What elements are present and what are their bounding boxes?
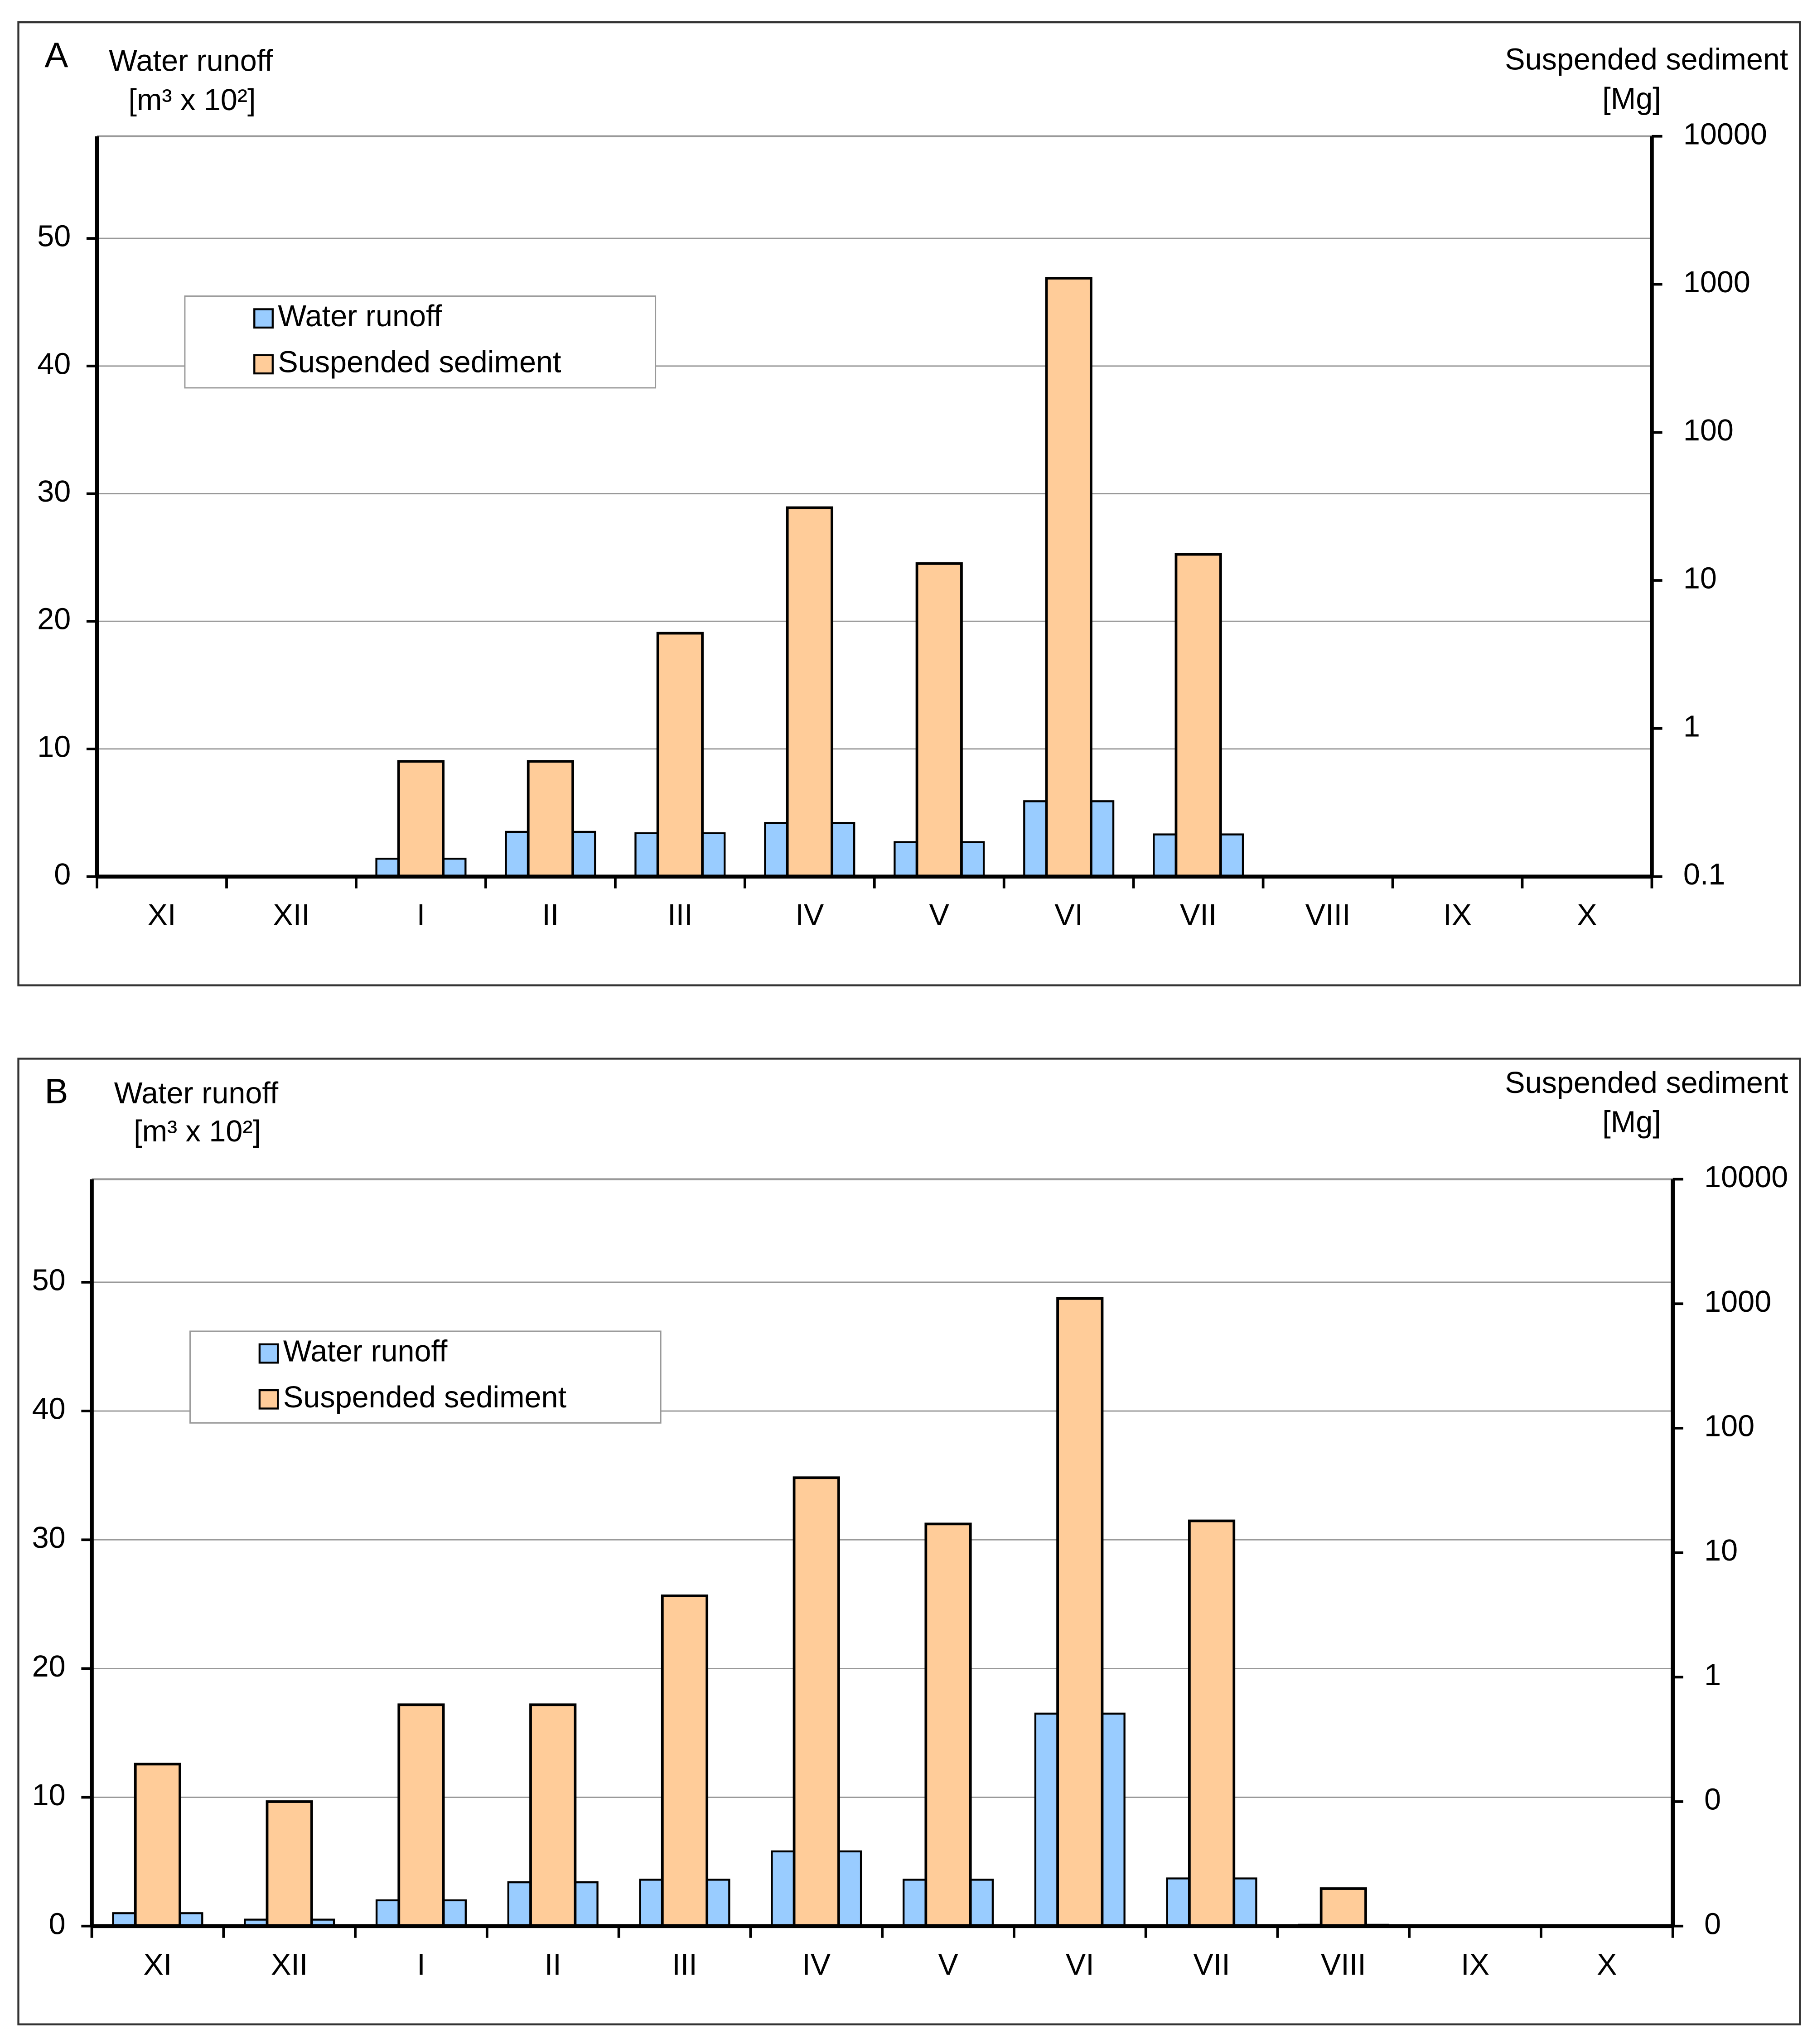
y-axis-title: Water runoff: [114, 1077, 279, 1110]
legend-swatch: [253, 308, 274, 329]
x-tick-label: VI: [1054, 899, 1083, 932]
y2-tick-label: 0: [1704, 1907, 1721, 1941]
bar: [397, 760, 445, 878]
bar: [656, 632, 704, 878]
y2-axis-unit: [Mg]: [1602, 82, 1661, 116]
y-axis-unit: [m³ x 10²]: [134, 1115, 261, 1148]
bar: [529, 1703, 577, 1928]
x-tick-label: IX: [1443, 899, 1472, 932]
bar: [527, 760, 574, 878]
y2-axis-unit: [Mg]: [1602, 1106, 1661, 1139]
bar: [661, 1594, 709, 1928]
y-tick-label: 30: [37, 475, 71, 508]
legend-label: Suspended sediment: [278, 345, 561, 379]
legend-swatch: [253, 354, 274, 375]
x-tick-label: IV: [802, 1948, 831, 1981]
x-tick-label: III: [667, 899, 692, 932]
x-tick-label: IV: [795, 899, 824, 932]
x-tick-label: XI: [148, 899, 176, 932]
y-tick-label: 50: [37, 220, 71, 253]
y2-tick-label: 1: [1683, 710, 1700, 743]
bar: [786, 506, 833, 878]
x-tick-label: IX: [1461, 1948, 1489, 1981]
panel-frame: [17, 21, 1801, 986]
x-tick-label: XI: [143, 1948, 172, 1981]
x-tick-label: VIII: [1305, 899, 1351, 932]
y-tick-label: 20: [32, 1650, 66, 1683]
x-tick-label: VIII: [1321, 1948, 1366, 1981]
x-tick-label: V: [938, 1948, 958, 1981]
bar: [134, 1763, 181, 1928]
y2-tick-label: 100: [1704, 1410, 1754, 1443]
x-tick-label: I: [417, 899, 425, 932]
x-tick-label: V: [929, 899, 950, 932]
bar: [793, 1476, 840, 1928]
y2-axis-title: Suspended sediment: [1505, 1066, 1788, 1100]
x-tick-label: II: [545, 1948, 561, 1981]
x-tick-label: X: [1597, 1948, 1617, 1981]
y-tick-label: 40: [32, 1392, 66, 1426]
x-tick-label: III: [672, 1948, 697, 1981]
legend-swatch: [258, 1389, 279, 1410]
panel-label: A: [44, 35, 68, 75]
bar: [924, 1522, 972, 1928]
x-tick-label: VII: [1193, 1948, 1230, 1981]
y-tick-label: 20: [37, 603, 71, 636]
bar: [1319, 1887, 1367, 1928]
bar: [397, 1703, 445, 1928]
bar: [915, 562, 963, 878]
y2-tick-label: 100: [1683, 414, 1734, 447]
x-tick-label: XII: [273, 899, 309, 932]
legend-label: Water runoff: [283, 1335, 448, 1368]
panel-frame: [17, 1058, 1801, 2025]
x-tick-label: VI: [1066, 1948, 1094, 1981]
y2-tick-label: 10: [1683, 562, 1717, 595]
y-tick-label: 0: [49, 1907, 66, 1941]
y2-axis-title: Suspended sediment: [1505, 43, 1788, 76]
bar: [1174, 553, 1222, 878]
x-tick-label: VII: [1180, 899, 1217, 932]
y2-tick-label: 10: [1704, 1534, 1738, 1567]
y2-tick-label: 10000: [1704, 1160, 1788, 1194]
y2-tick-label: 0: [1704, 1783, 1721, 1817]
y2-tick-label: 1: [1704, 1658, 1721, 1692]
y-tick-label: 40: [37, 347, 71, 381]
y-tick-label: 30: [32, 1521, 66, 1555]
y2-tick-label: 10000: [1683, 117, 1767, 151]
x-tick-label: XII: [271, 1948, 308, 1981]
y2-tick-label: 1000: [1683, 266, 1750, 299]
y-tick-label: 10: [37, 730, 71, 763]
x-tick-label: I: [417, 1948, 425, 1981]
legend-swatch: [258, 1343, 279, 1364]
bar: [1056, 1297, 1104, 1928]
y-tick-label: 50: [32, 1263, 66, 1297]
panel-label: B: [44, 1071, 68, 1111]
y2-tick-label: 0.1: [1683, 858, 1725, 891]
x-tick-label: X: [1577, 899, 1597, 932]
bar: [1188, 1519, 1236, 1928]
y-tick-label: 10: [32, 1778, 66, 1812]
bar: [266, 1800, 313, 1928]
y2-tick-label: 1000: [1704, 1285, 1771, 1319]
legend-label: Suspended sediment: [283, 1381, 566, 1414]
y-axis-title: Water runoff: [109, 44, 273, 77]
y-axis-unit: [m³ x 10²]: [129, 83, 256, 117]
bar: [1045, 277, 1092, 878]
legend-label: Water runoff: [278, 300, 442, 333]
y-tick-label: 0: [54, 858, 71, 891]
x-tick-label: II: [542, 899, 559, 932]
